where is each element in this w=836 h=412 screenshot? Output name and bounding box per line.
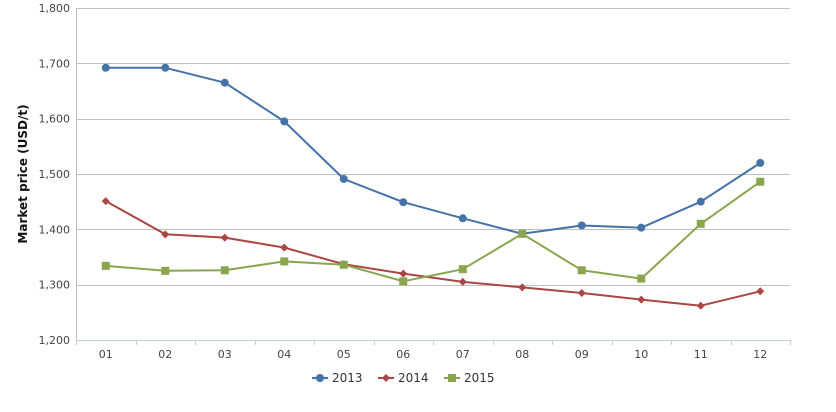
y-tick-label: 1,700	[39, 57, 71, 70]
legend-item-2014[interactable]: 2014	[378, 371, 429, 385]
x-tick-label: 11	[694, 348, 708, 361]
y-tick-label: 1,300	[39, 279, 71, 292]
data-point-2015	[101, 261, 110, 270]
legend-item-2013[interactable]: 2013	[312, 371, 363, 385]
axes	[76, 8, 791, 345]
x-tick-label: 10	[634, 348, 648, 361]
legend-label: 2013	[332, 371, 363, 385]
series-line-2014	[105, 200, 761, 307]
data-point-2015	[696, 219, 705, 228]
data-point-2013	[280, 117, 289, 126]
x-tick-label: 08	[515, 348, 529, 361]
data-point-2015	[577, 266, 586, 275]
x-tick-label: 03	[218, 348, 232, 361]
x-tick-label: 05	[337, 348, 351, 361]
data-point-2013	[756, 158, 765, 167]
data-point-2014	[637, 295, 646, 304]
data-point-2013	[339, 174, 348, 183]
data-point-2014	[518, 283, 527, 292]
legend-label: 2014	[398, 371, 429, 385]
y-tick-label: 1,400	[39, 223, 71, 236]
legend-item-2015[interactable]: 2015	[444, 371, 495, 385]
series-2015	[101, 177, 765, 286]
y-tick-label: 1,800	[39, 2, 71, 15]
y-tick-label: 1,600	[39, 113, 71, 126]
x-tick-label: 02	[158, 348, 172, 361]
data-point-2013	[458, 214, 467, 223]
data-point-2014	[577, 288, 586, 297]
legend[interactable]: 2013 2014 2015	[312, 371, 495, 385]
data-point-2014	[696, 301, 705, 310]
data-point-2013	[101, 63, 110, 72]
data-point-2013	[696, 197, 705, 206]
data-point-2015	[756, 177, 765, 186]
data-point-2013	[220, 78, 229, 87]
data-point-2015	[280, 257, 289, 266]
x-tick-label: 04	[277, 348, 291, 361]
data-point-2013	[161, 63, 170, 72]
y-axis-label: Market price (USD/t)	[16, 104, 30, 243]
data-point-2014	[161, 230, 170, 239]
x-tick-label: 01	[99, 348, 113, 361]
data-point-2014	[458, 277, 467, 286]
data-point-2015	[518, 229, 527, 238]
legend-marker-icon	[448, 374, 456, 382]
data-point-2013	[399, 198, 408, 207]
x-tick-label: 07	[456, 348, 470, 361]
x-tick-label: 12	[753, 348, 767, 361]
data-point-2015	[399, 277, 408, 286]
series-line-2013	[105, 66, 761, 235]
data-point-2015	[339, 260, 348, 269]
x-tick-label: 09	[575, 348, 589, 361]
data-point-2015	[458, 265, 467, 274]
data-point-2014	[756, 287, 765, 296]
y-axis-ticks: 1,200 1,300 1,400 1,500 1,600 1,700 1,800	[39, 2, 71, 347]
data-point-2014	[220, 233, 229, 242]
series-line-2015	[105, 180, 761, 283]
grid-lines	[76, 8, 790, 341]
data-point-2015	[161, 266, 170, 275]
data-point-2013	[577, 221, 586, 230]
legend-marker-icon	[316, 374, 324, 382]
series-2014	[101, 197, 765, 310]
legend-label: 2015	[464, 371, 495, 385]
data-point-2014	[399, 269, 408, 278]
data-point-2014	[280, 243, 289, 252]
series-group	[101, 63, 765, 310]
data-point-2015	[220, 266, 229, 275]
y-tick-label: 1,500	[39, 168, 71, 181]
x-axis-ticks: 01 02 03 04 05 06 07 08 09 10 11 12	[99, 348, 768, 361]
x-tick-label: 06	[396, 348, 410, 361]
legend-marker-icon	[382, 374, 390, 382]
y-tick-label: 1,200	[39, 334, 71, 347]
series-2013	[101, 63, 765, 238]
data-point-2014	[101, 197, 110, 206]
data-point-2013	[637, 223, 646, 232]
data-point-2015	[637, 274, 646, 283]
